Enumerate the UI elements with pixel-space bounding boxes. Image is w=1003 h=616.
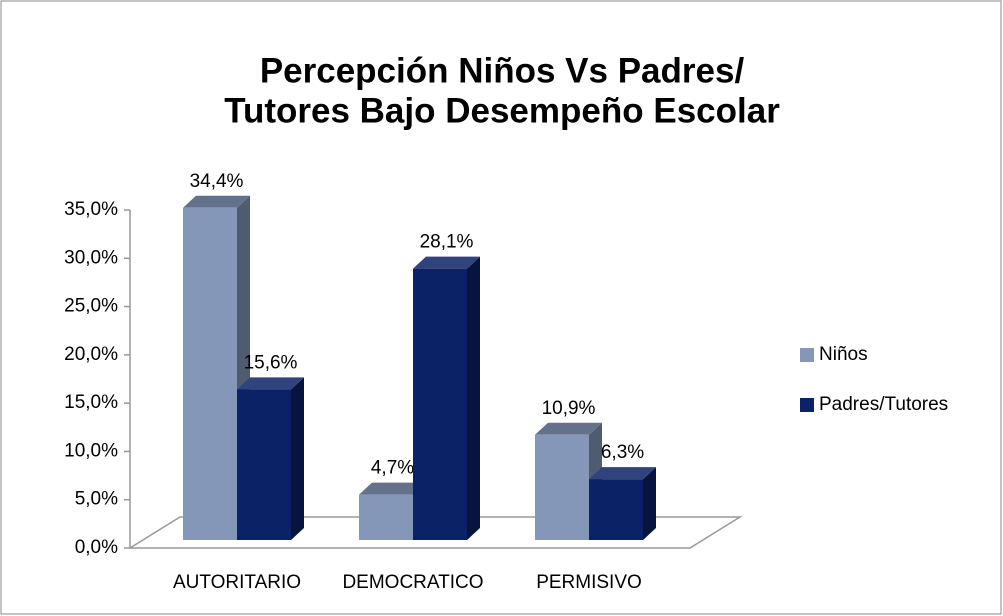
data-label: 10,9% (542, 398, 596, 419)
data-label: 34,4% (190, 171, 244, 192)
bar (237, 389, 291, 540)
data-label: 28,1% (420, 232, 474, 253)
bar-top (413, 256, 480, 269)
data-label: 4,7% (371, 458, 414, 479)
x-tick-label: DEMOCRATICO (342, 572, 483, 593)
y-tick-label: 35,0% (64, 199, 118, 220)
floor (127, 516, 743, 549)
bar-top (535, 422, 602, 435)
bar-side (467, 256, 480, 540)
bar (589, 479, 643, 540)
legend-swatch (800, 398, 814, 412)
chart-title: Tutores Bajo Desempeño Escolar (224, 91, 780, 130)
y-tick-label: 30,0% (64, 247, 118, 268)
bar-top (359, 482, 426, 495)
bar-top (237, 377, 304, 390)
y-tick-label: 5,0% (75, 489, 118, 510)
legend-label: Padres/Tutores (819, 394, 948, 415)
bar-top (589, 467, 656, 480)
y-tick-label: 10,0% (64, 440, 118, 461)
y-tick-label: 15,0% (64, 392, 118, 413)
y-tick-label: 0,0% (75, 537, 118, 558)
bar-side (643, 467, 656, 540)
bar (359, 494, 413, 540)
bar-top (183, 195, 250, 208)
bar-side (291, 377, 304, 540)
bar (413, 268, 467, 540)
y-tick-label: 25,0% (64, 296, 118, 317)
legend-label: Niños (819, 344, 868, 365)
chart-title: Percepción Niños Vs Padres/ (260, 51, 745, 90)
bar (535, 434, 589, 540)
data-label: 15,6% (244, 352, 298, 373)
bar (183, 207, 237, 540)
data-label: 6,3% (601, 442, 644, 463)
x-tick-label: AUTORITARIO (173, 572, 301, 593)
x-tick-label: PERMISIVO (536, 572, 642, 593)
legend-swatch (800, 348, 814, 362)
y-tick-label: 20,0% (64, 344, 118, 365)
